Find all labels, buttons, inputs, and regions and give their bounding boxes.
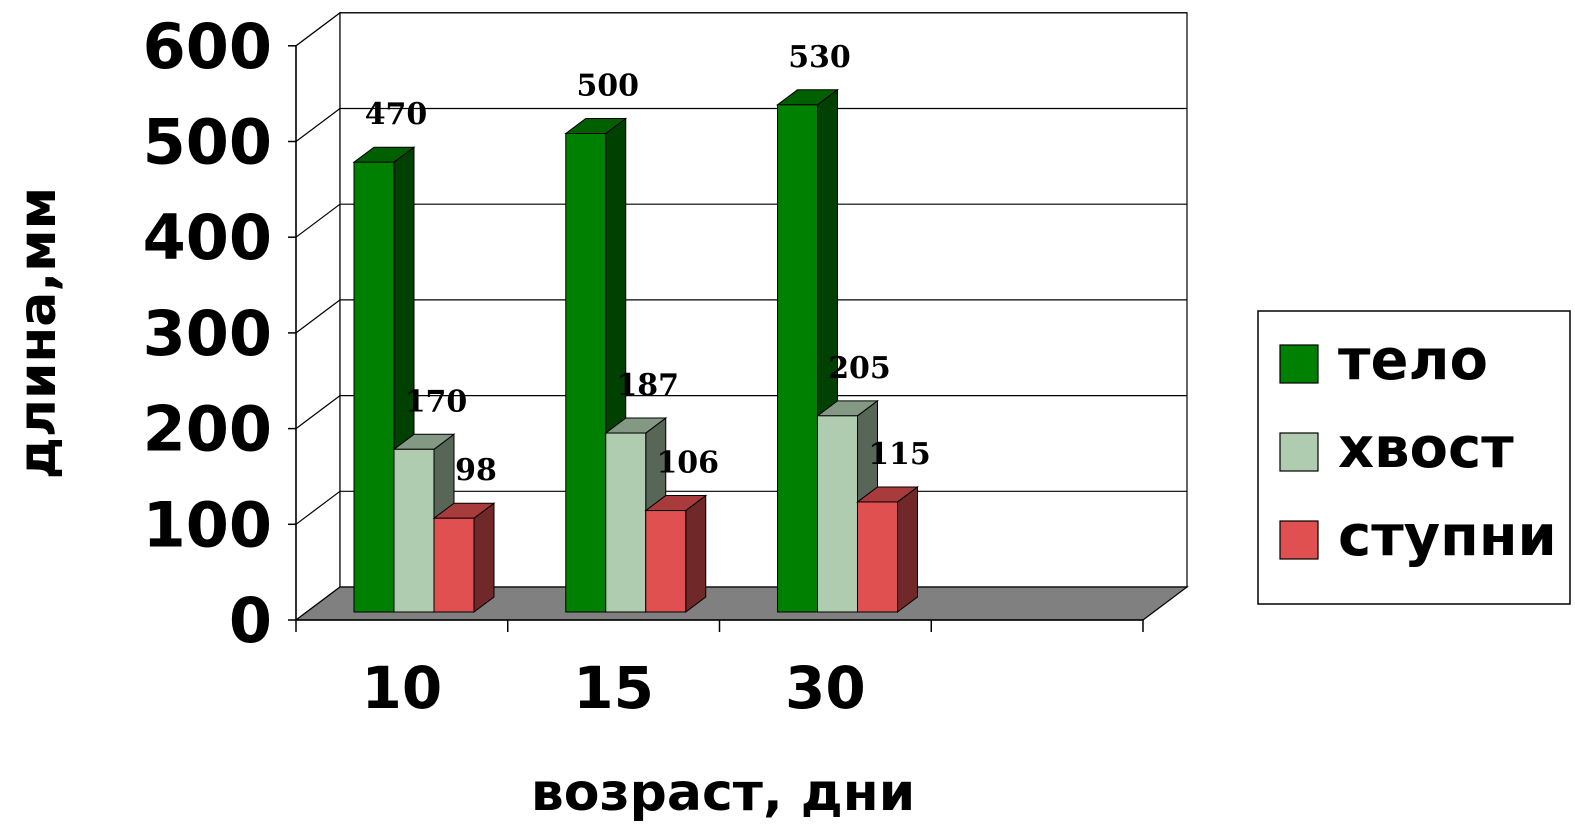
legend-label-3: ступни (1338, 504, 1557, 569)
data-label: 106 (656, 446, 719, 481)
bar-ступни-15 (644, 494, 708, 613)
gridline (295, 203, 1187, 238)
gridlines (295, 12, 1187, 525)
bar-front (565, 133, 607, 613)
y-axis-title: длина,мм (8, 187, 68, 479)
bar-side (473, 502, 495, 613)
x-category-label: 10 (362, 654, 443, 722)
bar-front (777, 104, 818, 613)
data-label: 115 (868, 437, 931, 472)
data-label: 530 (788, 40, 851, 75)
data-label: 170 (405, 384, 468, 419)
gridline (295, 12, 1187, 47)
y-tick-label: 400 (143, 201, 272, 274)
data-label: 98 (455, 453, 497, 488)
data-label: 187 (616, 368, 679, 403)
bar-front (857, 501, 898, 613)
data-labels: 470 170 98 500 187 106 530 205 115 (365, 40, 931, 488)
x-tick-labels: 10 15 30 (362, 654, 866, 722)
legend-label-1: тело (1338, 328, 1488, 393)
bar-front (605, 432, 647, 613)
legend-label-2: хвост (1338, 416, 1514, 481)
gridline (295, 107, 1187, 142)
bar-front (353, 161, 395, 613)
data-label: 500 (576, 69, 639, 104)
data-label: 470 (365, 97, 428, 132)
bar-front (433, 517, 475, 613)
y-tick-labels: 0 100 200 300 400 500 600 (143, 10, 272, 657)
axes (288, 45, 1144, 632)
gridline (295, 299, 1187, 334)
bar-front (817, 415, 858, 613)
bar-ступни-10 (432, 502, 496, 613)
data-label: 205 (828, 351, 891, 386)
y-tick-label: 200 (143, 393, 272, 466)
y-tick-label: 500 (143, 106, 272, 179)
legend-swatch-3 (1279, 520, 1319, 560)
bar-side (897, 485, 918, 613)
y-tick-label: 0 (229, 584, 272, 657)
bar-front (393, 448, 435, 613)
bar-front (645, 510, 687, 613)
x-category-label: 30 (785, 654, 866, 722)
y-tick-label: 600 (143, 10, 272, 83)
x-axis-title: возраст, дни (531, 763, 915, 823)
legend: тело хвост ступни (1257, 310, 1571, 605)
bar-side (685, 494, 707, 613)
bars (352, 88, 919, 613)
legend-swatch-1 (1279, 344, 1319, 384)
bar-ступни-30 (856, 485, 919, 613)
legend-swatch-2 (1279, 432, 1319, 472)
x-category-label: 15 (573, 654, 654, 722)
gridline (295, 395, 1187, 430)
y-tick-label: 100 (143, 488, 272, 561)
y-tick-label: 300 (143, 297, 272, 370)
